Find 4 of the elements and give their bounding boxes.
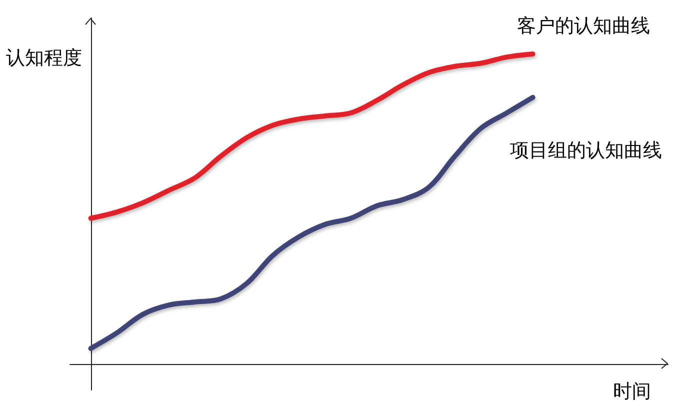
y-axis-title: 认知程度 xyxy=(6,47,82,69)
series-label: 客户的认知曲线 xyxy=(516,14,650,37)
series-label: 项目组的认知曲线 xyxy=(510,139,662,162)
x-axis-title: 时间 xyxy=(613,380,651,402)
